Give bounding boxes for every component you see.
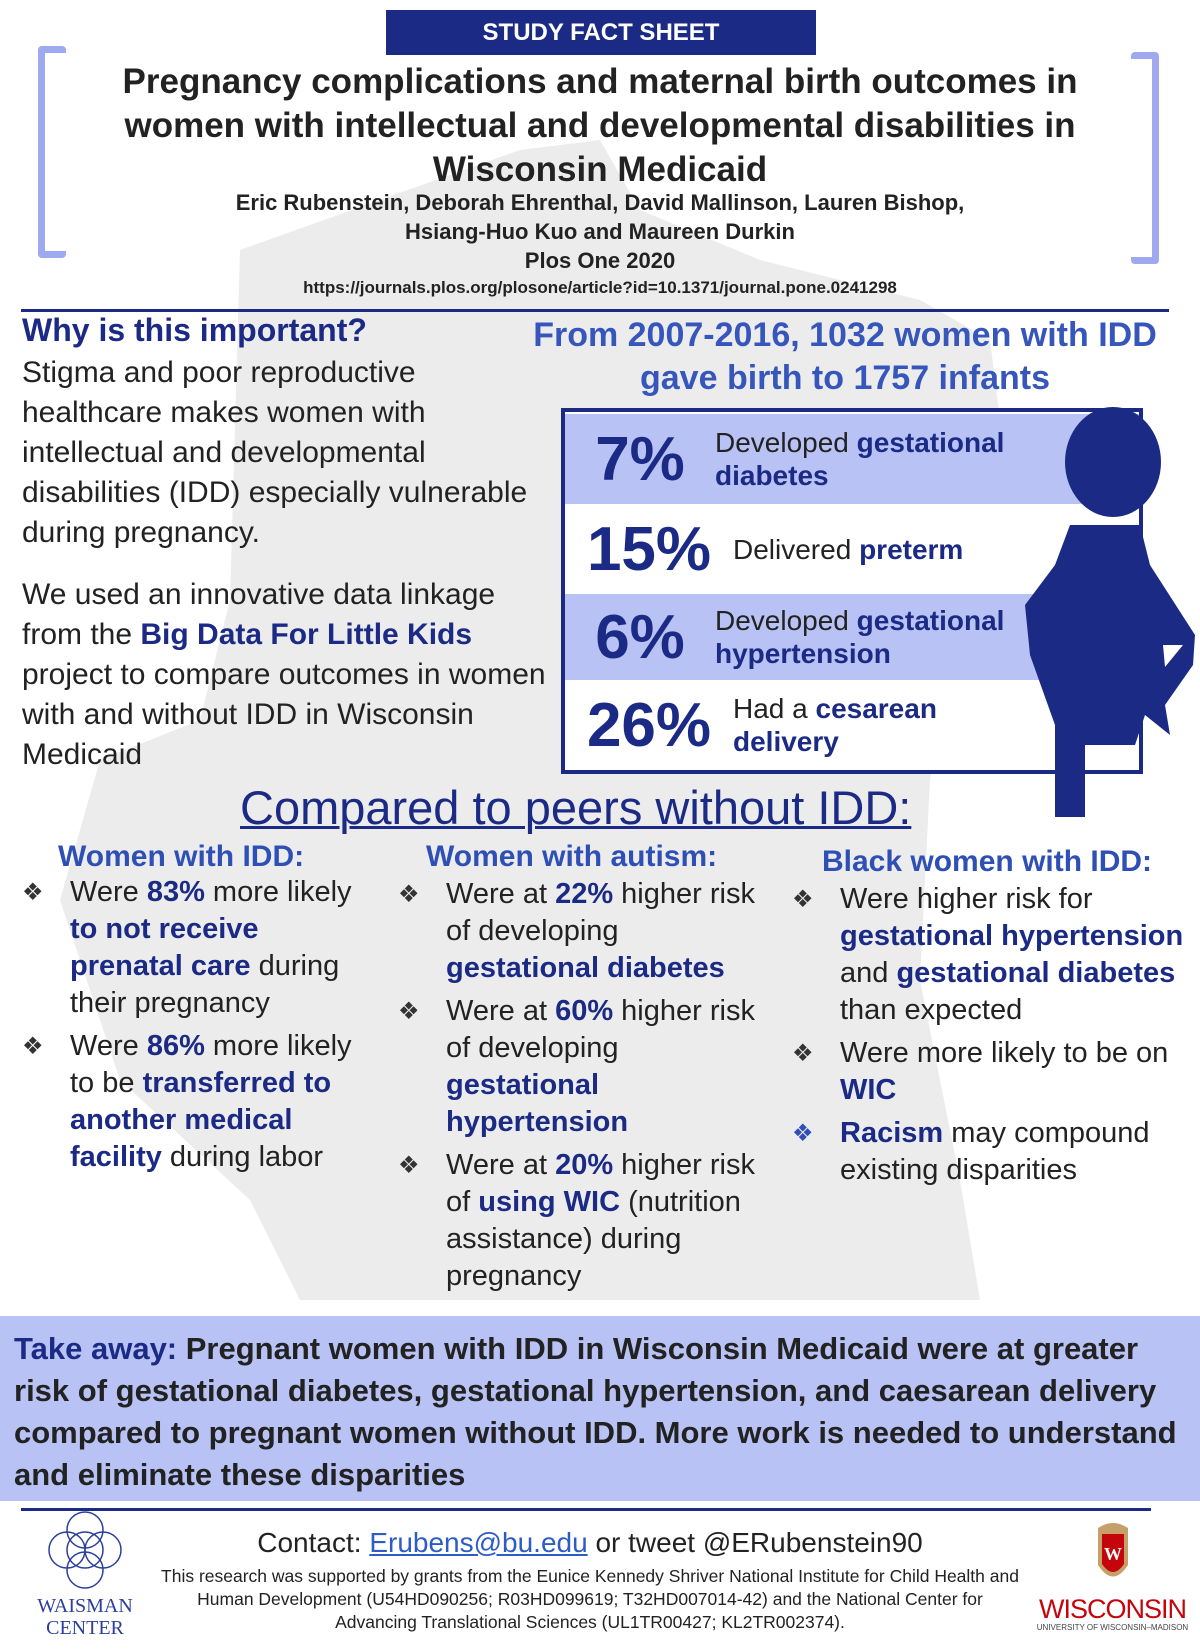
- email-link[interactable]: Erubens@bu.edu: [369, 1527, 588, 1558]
- stat-row: 26% Had a cesarean delivery: [565, 680, 1139, 770]
- column-black-women-idd: Black women with IDD: ❖ Were higher risk …: [792, 845, 1192, 1195]
- column-heading: Women with IDD:: [58, 840, 305, 873]
- divider: [21, 309, 1169, 312]
- why-heading: Why is this important?: [22, 312, 367, 348]
- waisman-text: WAISMAN: [37, 1595, 133, 1617]
- list-item: ❖ Were at 60% higher risk of developing g…: [398, 993, 763, 1141]
- fact-sheet-banner: STUDY FACT SHEET: [386, 10, 816, 55]
- stat-percent: 26%: [586, 690, 712, 760]
- stat-percent: 6%: [595, 602, 685, 672]
- pregnant-woman-icon: [1025, 407, 1195, 817]
- column-women-autism: Women with autism: ❖ Were at 22% higher r…: [398, 840, 763, 1301]
- article-url[interactable]: https://journals.plos.org/plosone/articl…: [303, 278, 897, 297]
- authors-line: Hsiang-Huo Kuo and Maureen Durkin: [405, 219, 795, 244]
- diamond-bullet-icon: ❖: [22, 879, 44, 906]
- stat-row: 7% Developed gestational diabetes: [565, 414, 1139, 504]
- stat-percent: 15%: [586, 514, 712, 584]
- stat-description: Had a cesarean delivery: [733, 693, 937, 757]
- stat-percent: 7%: [595, 424, 685, 494]
- waisman-text: CENTER: [46, 1617, 124, 1639]
- uw-crest-icon: W: [1097, 1523, 1128, 1577]
- diamond-bullet-icon: ❖: [398, 881, 420, 908]
- svg-text:W: W: [1104, 1544, 1122, 1564]
- why-text: Stigma and poor reproductive healthcare …: [22, 356, 528, 549]
- waisman-center-logo: WAISMAN CENTER: [30, 1510, 140, 1640]
- list-item: ❖ Were 83% more likely to not receive pre…: [22, 874, 372, 1022]
- method-text-post: project to compare outcomes in women wit…: [22, 658, 546, 771]
- method-text: We used an innovative data linkage from …: [22, 575, 562, 775]
- page-title: Pregnancy complications and maternal bir…: [122, 62, 1078, 189]
- column-women-idd: Women with IDD: ❖ Were 83% more likely to…: [22, 840, 372, 1182]
- contact-line: Contact: Erubens@bu.edu or tweet @ERuben…: [257, 1527, 923, 1558]
- diamond-bullet-icon: ❖: [398, 1152, 420, 1179]
- authors: Eric Rubenstein, Deborah Ehrenthal, Davi…: [100, 188, 1100, 275]
- diamond-bullet-icon: ❖: [792, 1040, 814, 1067]
- stat-description: Delivered preterm: [733, 533, 964, 565]
- uw-madison-logo: W WISCONSIN UNIVERSITY OF WISCONSIN–MADI…: [1030, 1520, 1195, 1645]
- summary-heading: From 2007-2016, 1032 women with IDD gave…: [533, 316, 1157, 397]
- method-text-pre: We used an innovative data linkage from …: [22, 578, 496, 651]
- column-heading: Black women with IDD:: [822, 845, 1153, 878]
- list-item: ❖ Were higher risk for gestational hypert…: [792, 881, 1192, 1029]
- left-bracket: [38, 46, 66, 258]
- waisman-rings-icon: [48, 1511, 122, 1589]
- compare-heading: Compared to peers without IDD:: [240, 781, 912, 834]
- stat-description: Developed gestational hypertension: [715, 605, 1005, 669]
- stat-description: Developed gestational diabetes: [715, 427, 1005, 491]
- takeaway-text: Pregnant women with IDD in Wisconsin Med…: [14, 1331, 1177, 1492]
- grant-acknowledgement: This research was supported by grants fr…: [161, 1566, 1019, 1632]
- wisconsin-wordmark: WISCONSIN: [1038, 1594, 1187, 1624]
- wisconsin-subtitle: UNIVERSITY OF WISCONSIN–MADISON: [1036, 1623, 1189, 1632]
- diamond-bullet-icon: ❖: [792, 1120, 814, 1147]
- list-item: ❖ Were 86% more likely to be transferred …: [22, 1028, 372, 1176]
- journal: Plos One 2020: [524, 248, 676, 273]
- list-item: ❖ Were at 20% higher risk of using WIC (n…: [398, 1147, 763, 1295]
- diamond-bullet-icon: ❖: [22, 1033, 44, 1060]
- right-bracket: [1131, 52, 1159, 264]
- footer-divider: [21, 1508, 1151, 1511]
- list-item: ❖ Were more likely to be on WIC: [792, 1035, 1192, 1109]
- diamond-bullet-icon: ❖: [792, 886, 814, 913]
- stat-row: 15% Delivered preterm: [565, 504, 1139, 594]
- list-item: ❖ Were at 22% higher risk of developing g…: [398, 876, 763, 987]
- diamond-bullet-icon: ❖: [398, 998, 420, 1025]
- big-data-project: Big Data For Little Kids: [140, 618, 473, 651]
- authors-line: Eric Rubenstein, Deborah Ehrenthal, Davi…: [235, 190, 965, 215]
- takeaway-box: Take away: Pregnant women with IDD in Wi…: [0, 1316, 1200, 1501]
- takeaway-label: Take away:: [14, 1331, 178, 1366]
- list-item: ❖ Racism may compound existing disparitie…: [792, 1115, 1192, 1189]
- column-heading: Women with autism:: [426, 840, 718, 873]
